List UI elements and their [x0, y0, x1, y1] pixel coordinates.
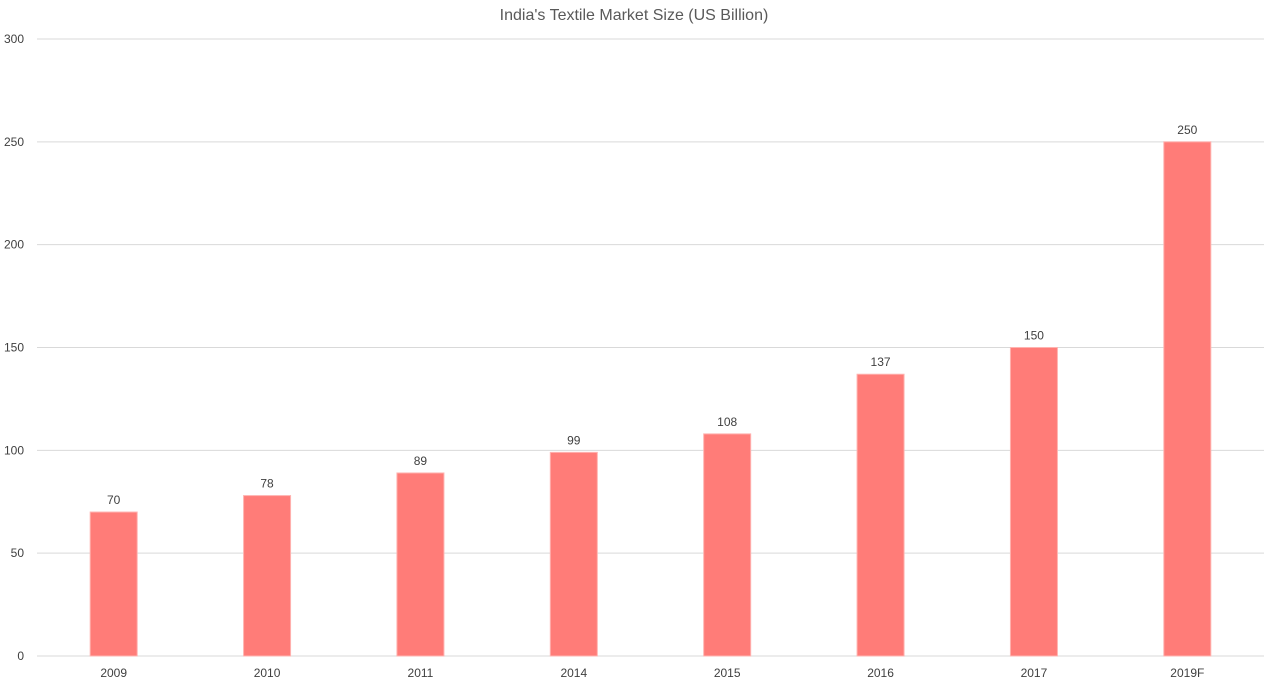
x-tick-label-2014: 2014 — [560, 666, 587, 680]
y-tick-label: 200 — [4, 238, 24, 252]
gridlines — [37, 38, 1264, 657]
data-label-2011: 89 — [414, 454, 428, 468]
x-tick-label-2010: 2010 — [254, 666, 281, 680]
bar-2015 — [703, 433, 752, 657]
data-label-2009: 70 — [107, 493, 121, 507]
x-tick-label-2016: 2016 — [867, 666, 894, 680]
y-tick-label: 300 — [4, 32, 24, 46]
y-tick-label: 0 — [17, 649, 24, 663]
y-tick-label: 50 — [11, 546, 25, 560]
bar-2010 — [243, 495, 292, 657]
data-label-2010: 78 — [260, 477, 274, 491]
bar-2009 — [89, 511, 138, 657]
y-tick-label: 150 — [4, 341, 24, 355]
x-tick-label-2017: 2017 — [1021, 666, 1048, 680]
bar-2011 — [396, 472, 445, 657]
bar-2019F — [1163, 141, 1212, 657]
bar-2016 — [856, 373, 905, 657]
x-tick-label-2011: 2011 — [408, 666, 434, 680]
data-label-2017: 150 — [1024, 329, 1044, 343]
bar-2014 — [549, 451, 598, 657]
chart-title: India's Textile Market Size (US Billion) — [500, 7, 769, 24]
data-label-2019F: 250 — [1177, 123, 1197, 137]
x-tick-label-2009: 2009 — [100, 666, 127, 680]
data-label-2016: 137 — [871, 355, 891, 369]
x-tick-label-2019F: 2019F — [1170, 666, 1204, 680]
bar-2017 — [1009, 347, 1058, 657]
data-labels: 70 78 89 99 108 137 150 250 — [107, 123, 1198, 507]
y-axis-tick-labels: 0 50 100 150 200 250 300 — [4, 32, 24, 663]
y-tick-label: 250 — [4, 135, 24, 149]
data-label-2015: 108 — [717, 415, 737, 429]
x-tick-label-2015: 2015 — [714, 666, 741, 680]
x-axis-tick-labels: 2009 2010 2011 2014 2015 2016 2017 2019F — [100, 666, 1204, 680]
bars — [89, 141, 1212, 657]
data-label-2014: 99 — [567, 433, 581, 447]
y-tick-label: 100 — [4, 443, 24, 457]
